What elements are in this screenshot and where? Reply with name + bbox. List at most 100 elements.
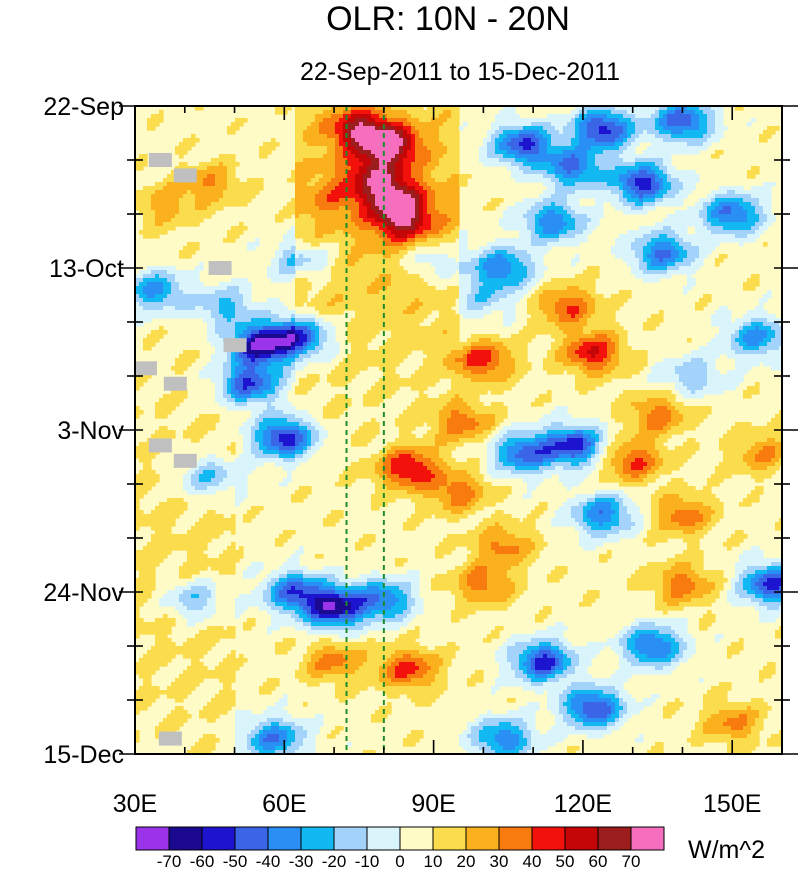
field-cell — [431, 202, 436, 207]
field-cell — [655, 106, 660, 111]
field-cell — [523, 218, 528, 223]
field-cell — [151, 210, 156, 215]
field-cell — [607, 142, 612, 147]
field-cell — [343, 206, 348, 211]
field-cell — [595, 266, 600, 271]
field-cell — [535, 262, 540, 267]
field-cell — [371, 274, 376, 279]
field-cell — [467, 270, 472, 275]
field-cell — [575, 218, 580, 223]
field-cell — [395, 294, 400, 299]
field-cell — [443, 190, 448, 195]
field-cell — [307, 254, 312, 259]
field-cell — [139, 286, 144, 291]
field-cell — [311, 122, 316, 127]
field-cell — [151, 274, 156, 279]
field-cell — [439, 290, 444, 295]
field-cell — [459, 238, 464, 243]
field-cell — [351, 158, 356, 163]
field-cell — [591, 190, 596, 195]
field-cell — [643, 110, 648, 115]
field-cell — [515, 130, 520, 135]
field-cell — [331, 170, 336, 175]
field-cell — [167, 182, 172, 187]
field-cell — [299, 218, 304, 223]
field-cell — [539, 166, 544, 171]
field-cell — [683, 138, 688, 143]
field-cell — [355, 114, 360, 119]
field-cell — [295, 150, 300, 155]
field-cell — [535, 134, 540, 139]
field-cell — [347, 222, 352, 227]
field-cell — [363, 274, 368, 279]
field-cell — [519, 150, 524, 155]
field-cell — [487, 258, 492, 263]
field-cell — [399, 270, 404, 275]
field-cell — [543, 182, 548, 187]
field-cell — [411, 106, 416, 111]
field-cell — [307, 170, 312, 175]
field-cell — [619, 198, 624, 203]
field-cell — [431, 294, 436, 299]
field-cell — [383, 194, 388, 199]
field-cell — [399, 178, 404, 183]
field-cell — [391, 190, 396, 195]
field-cell — [383, 134, 388, 139]
field-cell — [443, 258, 448, 263]
field-cell — [199, 282, 204, 287]
field-cell — [747, 222, 752, 227]
field-cell — [771, 182, 776, 187]
field-cell — [663, 122, 668, 127]
field-cell — [339, 130, 344, 135]
field-cell — [691, 178, 696, 183]
field-cell — [335, 226, 340, 231]
field-cell — [623, 202, 628, 207]
field-cell — [463, 122, 468, 127]
field-cell — [523, 174, 528, 179]
field-cell — [283, 274, 288, 279]
field-cell — [319, 198, 324, 203]
field-cell — [391, 254, 396, 259]
field-cell — [419, 122, 424, 127]
field-cell — [739, 218, 744, 223]
field-cell — [455, 110, 460, 115]
field-cell — [203, 294, 208, 299]
field-cell — [591, 134, 596, 139]
field-cell — [311, 206, 316, 211]
field-cell — [451, 238, 456, 243]
field-cell — [667, 174, 672, 179]
field-cell — [235, 118, 240, 123]
field-cell — [207, 198, 212, 203]
field-cell — [683, 270, 688, 275]
field-cell — [287, 210, 292, 215]
field-cell — [583, 114, 588, 119]
field-cell — [415, 166, 420, 171]
field-cell — [503, 118, 508, 123]
field-cell — [451, 162, 456, 167]
field-cell — [639, 110, 644, 115]
field-cell — [147, 278, 152, 283]
field-cell — [619, 114, 624, 119]
field-cell — [627, 178, 632, 183]
field-cell — [355, 210, 360, 215]
field-cell — [431, 222, 436, 227]
field-cell — [671, 150, 676, 155]
field-cell — [351, 290, 356, 295]
field-cell — [407, 190, 412, 195]
field-cell — [707, 106, 712, 111]
field-cell — [239, 294, 244, 299]
field-cell — [503, 150, 508, 155]
field-cell — [671, 270, 676, 275]
field-cell — [223, 174, 228, 179]
field-cell — [327, 138, 332, 143]
field-cell — [183, 270, 188, 275]
field-cell — [319, 110, 324, 115]
field-cell — [223, 154, 228, 159]
field-cell — [547, 198, 552, 203]
field-cell — [695, 174, 700, 179]
field-cell — [383, 182, 388, 187]
field-cell — [407, 214, 412, 219]
field-cell — [363, 266, 368, 271]
field-cell — [591, 182, 596, 187]
field-cell — [651, 138, 656, 143]
